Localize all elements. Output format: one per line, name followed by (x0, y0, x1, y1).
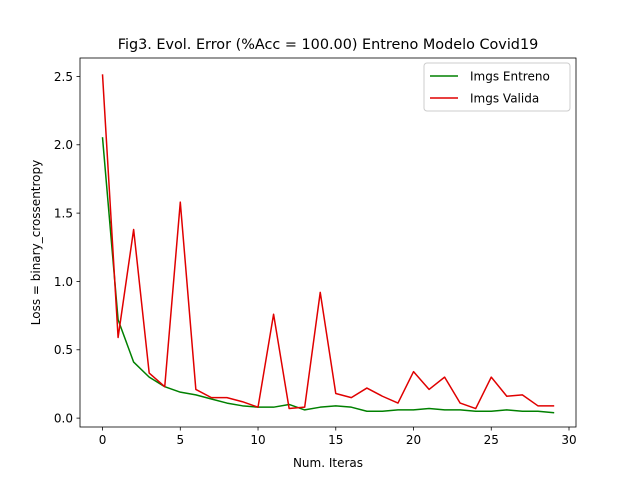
x-tick-label: 5 (176, 433, 184, 447)
y-axis-ticks: 0.0 0.5 1.0 1.5 2.0 2.5 (54, 70, 80, 425)
x-axis-label: Num. Iteras (293, 456, 363, 470)
chart-title: Fig3. Evol. Error (%Acc = 100.00) Entren… (118, 37, 539, 53)
x-tick-label: 15 (328, 433, 343, 447)
plot-frame (79, 57, 577, 428)
x-tick-label: 30 (561, 433, 576, 447)
legend-label-imgs-valida: Imgs Valida (470, 91, 539, 105)
x-axis-ticks: 0 5 10 15 20 25 30 (99, 427, 577, 447)
y-tick-label: 2.0 (54, 138, 73, 152)
legend: Imgs Entreno Imgs Valida (423, 62, 571, 112)
y-tick-label: 1.0 (54, 275, 73, 289)
plot-area (80, 58, 576, 427)
x-tick-label: 10 (250, 433, 265, 447)
x-tick-label: 25 (484, 433, 499, 447)
series-line-imgs-valida (101, 74, 555, 410)
y-tick-label: 0.0 (54, 411, 73, 425)
legend-label-imgs-entreno: Imgs Entreno (470, 69, 550, 83)
series-layer (101, 74, 555, 414)
x-tick-label: 0 (99, 433, 107, 447)
y-tick-label: 1.5 (54, 206, 73, 220)
x-tick-label: 20 (406, 433, 421, 447)
y-axis-label: Loss = binary_crossentropy (29, 160, 43, 326)
legend-box (423, 62, 571, 112)
series-line-imgs-entreno (101, 137, 555, 414)
y-tick-label: 0.5 (54, 343, 73, 357)
y-tick-label: 2.5 (54, 70, 73, 84)
